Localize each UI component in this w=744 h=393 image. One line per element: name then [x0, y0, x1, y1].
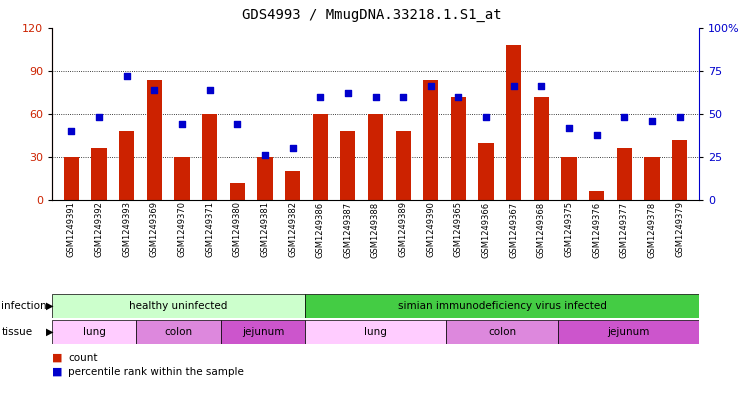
Point: [397, 94, 409, 100]
Point: [204, 87, 216, 93]
Bar: [64, 157, 79, 200]
Text: GDS4993 / MmugDNA.33218.1.S1_at: GDS4993 / MmugDNA.33218.1.S1_at: [243, 8, 501, 22]
Point: [231, 121, 243, 127]
Text: healthy uninfected: healthy uninfected: [129, 301, 228, 311]
Text: ■: ■: [52, 353, 62, 363]
Point: [65, 128, 77, 134]
Bar: [340, 131, 356, 200]
Point: [425, 83, 437, 90]
Bar: [221, 320, 305, 344]
Text: simian immunodeficiency virus infected: simian immunodeficiency virus infected: [397, 301, 606, 311]
Bar: [672, 140, 687, 200]
Text: tissue: tissue: [1, 327, 33, 337]
Text: colon: colon: [488, 327, 516, 337]
Point: [314, 94, 326, 100]
Point: [674, 114, 686, 121]
Point: [370, 94, 382, 100]
Text: jejunum: jejunum: [242, 327, 284, 337]
Bar: [368, 114, 383, 200]
Bar: [423, 80, 438, 200]
Text: percentile rank within the sample: percentile rank within the sample: [68, 367, 244, 377]
Bar: [533, 97, 549, 200]
Bar: [52, 294, 305, 318]
Bar: [558, 320, 699, 344]
Point: [508, 83, 520, 90]
Bar: [589, 191, 604, 200]
Bar: [230, 183, 245, 200]
Text: infection: infection: [1, 301, 47, 311]
Point: [646, 118, 658, 124]
Text: lung: lung: [83, 327, 106, 337]
Point: [176, 121, 188, 127]
Bar: [305, 320, 446, 344]
Point: [536, 83, 548, 90]
Bar: [506, 45, 522, 200]
Point: [480, 114, 492, 121]
Bar: [174, 157, 190, 200]
Text: ▶: ▶: [46, 301, 54, 311]
Text: colon: colon: [164, 327, 193, 337]
Bar: [617, 149, 632, 200]
Text: jejunum: jejunum: [608, 327, 650, 337]
Text: lung: lung: [364, 327, 387, 337]
Point: [121, 73, 132, 79]
Bar: [136, 320, 221, 344]
Bar: [451, 97, 466, 200]
Text: ■: ■: [52, 367, 62, 377]
Point: [93, 114, 105, 121]
Bar: [285, 171, 300, 200]
Bar: [446, 320, 558, 344]
Bar: [305, 294, 699, 318]
Point: [148, 87, 160, 93]
Point: [618, 114, 630, 121]
Point: [259, 152, 271, 158]
Bar: [562, 157, 577, 200]
Bar: [202, 114, 217, 200]
Bar: [147, 80, 162, 200]
Point: [563, 125, 575, 131]
Bar: [644, 157, 660, 200]
Text: count: count: [68, 353, 98, 363]
Point: [342, 90, 354, 97]
Bar: [257, 157, 272, 200]
Point: [452, 94, 464, 100]
Bar: [119, 131, 134, 200]
Text: ▶: ▶: [46, 327, 54, 337]
Bar: [52, 320, 136, 344]
Bar: [396, 131, 411, 200]
Bar: [312, 114, 328, 200]
Point: [286, 145, 298, 152]
Bar: [478, 143, 494, 200]
Bar: [92, 149, 106, 200]
Point: [591, 132, 603, 138]
